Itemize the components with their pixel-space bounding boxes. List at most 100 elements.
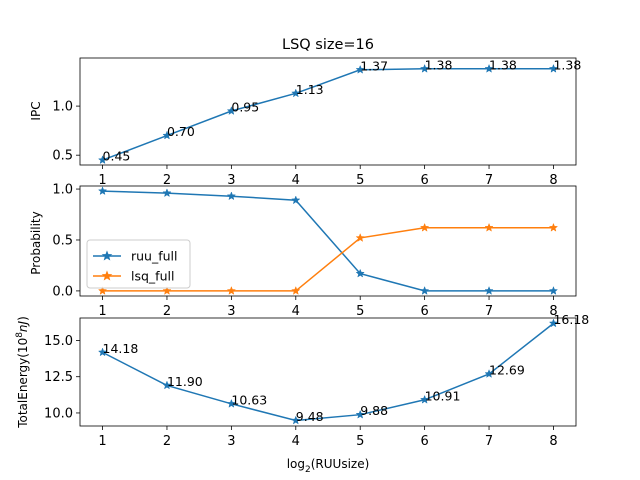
chart-title: LSQ size=16 (282, 37, 374, 53)
probability-x-tick-label: 4 (292, 304, 300, 319)
probability-x-ticks: 1 2 3 4 5 6 7 8 (98, 296, 558, 319)
probability-lsq-full-point (419, 222, 430, 232)
ipc-x-tick-label: 7 (485, 173, 493, 188)
energy-y-label-end: ) (16, 316, 30, 321)
ipc-series-0-point (419, 63, 430, 73)
ipc-x-ticks: 1 2 3 4 5 6 7 8 (98, 165, 558, 188)
ipc-series-0-point (355, 64, 365, 74)
probability-plot-area (97, 186, 559, 295)
ipc-data-label: 1.38 (489, 57, 517, 72)
energy-series-0-line (102, 322, 554, 422)
energy-series-0-point (419, 394, 430, 404)
energy-data-label: 10.63 (231, 392, 267, 407)
energy-x-tick-label: 2 (163, 434, 171, 449)
probability-x-tick-label: 3 (227, 304, 235, 319)
energy-data-label: 16.18 (553, 312, 589, 327)
energy-series-0-point (97, 347, 108, 357)
ipc-y-ticks: 0.5 1.0 (52, 100, 80, 164)
probability-y-ticks: 0.0 0.5 1.0 (52, 183, 80, 299)
probability-lsq-full-point (291, 286, 301, 295)
energy-y-axis-label: TotalEnergy(108nJ) (15, 316, 30, 429)
ipc-series-0-point (162, 130, 172, 140)
energy-data-label: 9.88 (360, 403, 388, 418)
ipc-series-0-point (97, 155, 108, 165)
probability-axes-frame (79, 185, 577, 297)
probability-x-tick-label: 2 (163, 304, 171, 319)
probability-ruu-full-point (162, 188, 172, 198)
ipc-series-0-point (291, 88, 301, 98)
energy-plot-area: 14.18 11.90 10.63 9.48 9.88 10.91 12.69 16.18 (97, 312, 589, 425)
energy-x-axis-label: log2(RUUsize) (287, 457, 370, 475)
ipc-axes-frame (79, 57, 577, 166)
legend: ruu_full lsq_full (86, 239, 191, 289)
energy-data-label: 12.69 (489, 362, 525, 377)
probability-x-tick-label: 5 (356, 304, 364, 319)
energy-x-label-end: (RUUsize) (311, 457, 370, 471)
ipc-data-label: 1.38 (553, 57, 581, 72)
probability-lsq-full-point (355, 233, 365, 242)
legend-lsq-full-marker (101, 270, 113, 281)
ipc-x-tick-label: 6 (420, 173, 428, 188)
probability-lsq-full-point (162, 286, 172, 295)
probability-ruu-full-point (355, 268, 365, 278)
ipc-data-label: 0.45 (103, 149, 131, 164)
energy-x-tick-label: 5 (356, 434, 364, 449)
ipc-series-0-line (102, 68, 554, 161)
probability-ruu-full-point (97, 186, 108, 196)
ipc-series-0-point (484, 63, 494, 73)
ipc-series-0-point (548, 63, 559, 73)
probability-lsq-full-point (548, 222, 559, 232)
probability-lsq-full-point (484, 222, 494, 232)
probability-lsq-full-point (97, 286, 108, 295)
probability-lsq-full-point (226, 286, 237, 295)
energy-x-tick-label: 4 (292, 434, 300, 449)
probability-ruu-full-point (484, 286, 494, 295)
ipc-data-label: 1.13 (296, 82, 324, 97)
probability-ruu-full-point (291, 195, 301, 205)
energy-series-0-point (484, 369, 494, 378)
energy-y-label-unit: nJ (16, 320, 30, 332)
energy-y-tick-label: 15.0 (44, 334, 73, 349)
energy-x-tick-label: 7 (485, 434, 493, 449)
ipc-x-tick-label: 8 (549, 173, 557, 188)
ipc-y-tick-label: 0.5 (52, 149, 73, 164)
energy-x-label-main: log (287, 457, 305, 471)
probability-ruu-full-point (419, 286, 430, 295)
ipc-x-tick-label: 2 (163, 173, 171, 188)
probability-x-tick-label: 1 (98, 304, 106, 319)
ipc-y-axis-label: IPC (29, 101, 43, 120)
probability-subplot: 1 2 3 4 5 6 7 8 0.0 0.5 1.0 Probability ruu_full … (29, 183, 577, 319)
energy-data-label: 14.18 (103, 341, 139, 356)
legend-ruu-full-label: ruu_full (131, 249, 178, 264)
probability-y-tick-label: 1.0 (52, 183, 73, 198)
energy-series-0-point (162, 380, 172, 390)
ipc-plot-area: 0.45 0.70 0.95 1.13 1.37 1.38 1.38 1.38 (97, 57, 581, 165)
probability-y-tick-label: 0.5 (52, 233, 73, 248)
energy-data-label: 9.48 (296, 409, 324, 424)
probability-ruu-full-line (102, 190, 554, 292)
energy-y-tick-label: 12.5 (44, 370, 73, 385)
legend-lsq-full-label: lsq_full (131, 269, 174, 284)
energy-y-ticks: 10.0 12.5 15.0 (44, 334, 80, 421)
energy-subplot: 14.18 11.90 10.63 9.48 9.88 10.91 12.69 16.18 1… (15, 312, 589, 475)
probability-ruu-full-point (548, 286, 559, 295)
energy-data-label: 10.91 (425, 388, 461, 403)
energy-series-0-point (548, 318, 559, 328)
energy-axes-frame (79, 317, 577, 427)
energy-series-0-point (291, 415, 301, 425)
energy-x-tick-label: 1 (98, 434, 106, 449)
ipc-data-label: 0.95 (231, 100, 259, 115)
legend-ruu-full-marker (101, 250, 113, 261)
ipc-x-tick-label: 5 (356, 173, 364, 188)
energy-x-tick-label: 6 (420, 434, 428, 449)
energy-y-label-sup: 8 (15, 332, 25, 338)
energy-x-tick-label: 3 (227, 434, 235, 449)
energy-x-label-sub: 2 (305, 465, 311, 475)
ipc-series-0-point (226, 106, 237, 115)
probability-ruu-full-point (226, 191, 237, 201)
probability-y-axis-label: Probability (29, 211, 43, 274)
ipc-data-label: 1.38 (425, 57, 453, 72)
energy-x-ticks: 1 2 3 4 5 6 7 8 (98, 426, 558, 449)
ipc-data-label: 1.37 (360, 58, 388, 73)
